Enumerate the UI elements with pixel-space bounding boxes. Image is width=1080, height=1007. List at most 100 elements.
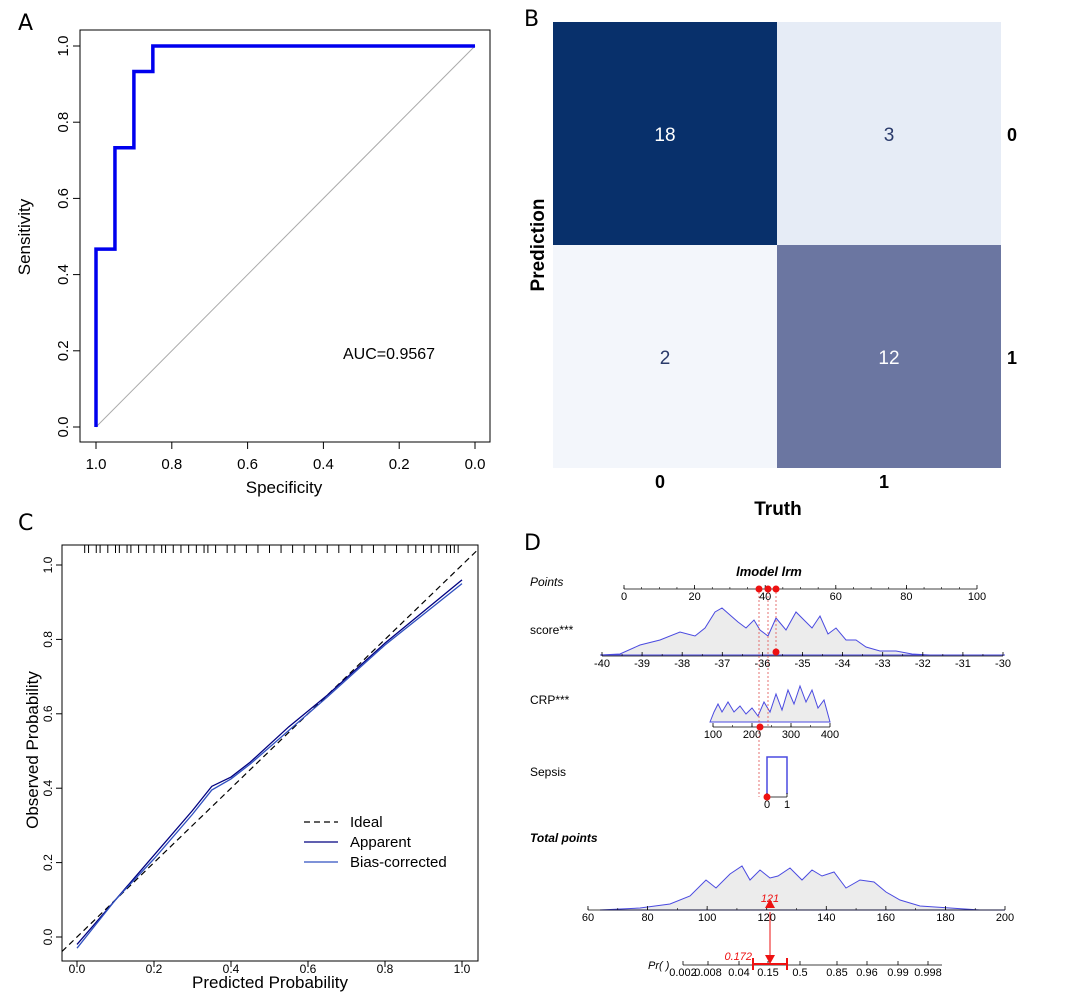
- axis-tick-label: 0: [764, 799, 770, 811]
- calibration-y-tick-label: 0.4: [41, 780, 55, 797]
- nomogram-pr-label: Pr( ): [648, 960, 670, 972]
- points-marker-1: [755, 585, 763, 593]
- panel-d-letter: D: [524, 531, 541, 556]
- cm-value-truth0-pred0: 18: [654, 125, 675, 146]
- auc-annotation: AUC=0.9567: [343, 346, 435, 363]
- calibration-y-tick-label: 0.2: [41, 854, 55, 871]
- calibration-y-tick-label: 0.6: [41, 705, 55, 722]
- nomogram-points-axis: 0 20 40 60 80 100: [621, 585, 986, 603]
- axis-tick-label: 40: [759, 591, 771, 603]
- axis-tick-label: 160: [877, 912, 895, 924]
- total-density: [599, 865, 1005, 911]
- axis-tick-label: 0.002: [669, 967, 697, 979]
- roc-y-ticks: 0.0 0.2 0.4 0.6 0.8 1.0: [55, 36, 80, 438]
- axis-tick-label: 300: [782, 729, 800, 741]
- cm-cell-truth0-pred0: [553, 22, 777, 245]
- prob-marker: [765, 955, 775, 964]
- calibration-x-tick-label: 0.4: [223, 962, 240, 976]
- axis-tick-label: 0.998: [914, 967, 942, 979]
- axis-tick-label: -37: [714, 658, 730, 670]
- axis-tick-label: 180: [936, 912, 954, 924]
- roc-y-tick-label: 0.6: [55, 188, 72, 209]
- axis-tick-label: -35: [795, 658, 811, 670]
- axis-tick-label: 0.99: [887, 967, 908, 979]
- total-value-label: 121: [761, 893, 779, 905]
- sepsis-bars: [766, 756, 788, 794]
- calibration-x-tick-label: 0.0: [69, 962, 86, 976]
- axis-tick-label: 0.04: [728, 967, 749, 979]
- axis-tick-label: 0.96: [856, 967, 877, 979]
- panel-c-letter: C: [18, 511, 33, 536]
- cm-cell-truth1-pred0: [777, 22, 1001, 245]
- roc-x-tick-label: 0.0: [465, 456, 486, 473]
- calibration-x-ticks: 0.0 0.2 0.4 0.6 0.8 1.0: [69, 961, 471, 976]
- cm-cell-truth0-pred1: [553, 245, 777, 468]
- roc-y-tick-label: 1.0: [55, 36, 72, 57]
- axis-tick-label: -33: [875, 658, 891, 670]
- cm-x-label: Truth: [754, 499, 802, 520]
- axis-tick-label: 0.15: [757, 967, 778, 979]
- roc-y-tick-label: 0.2: [55, 340, 72, 361]
- axis-tick-label: -40: [594, 658, 610, 670]
- axis-tick-label: 100: [704, 729, 722, 741]
- roc-x-tick-label: 0.2: [389, 456, 410, 473]
- total-marker: [765, 899, 775, 908]
- legend-ideal-label: Ideal: [350, 814, 383, 831]
- cm-value-truth0-pred1: 2: [660, 348, 671, 369]
- legend-bias-corrected-label: Bias-corrected: [350, 854, 447, 871]
- calibration-rug: [84, 545, 459, 553]
- points-marker-3: [772, 585, 780, 593]
- roc-y-tick-label: 0.8: [55, 112, 72, 133]
- axis-tick-label: 80: [900, 591, 912, 603]
- axis-tick-label: 60: [830, 591, 842, 603]
- axis-tick-label: 60: [582, 912, 594, 924]
- axis-tick-label: -36: [754, 658, 770, 670]
- calibration-apparent-line: [76, 579, 463, 945]
- calibration-x-tick-label: 0.6: [300, 962, 317, 976]
- nomogram-selection-guides: 121 0.172: [724, 585, 788, 970]
- axis-tick-label: 200: [996, 912, 1014, 924]
- crp-density: [709, 684, 831, 723]
- axis-tick-label: 400: [821, 729, 839, 741]
- nomogram-total-label: Total points: [530, 831, 598, 845]
- cm-x-tick-0: 0: [655, 472, 665, 492]
- cm-value-truth1-pred1: 12: [878, 348, 899, 369]
- axis-tick-label: -34: [835, 658, 851, 670]
- nomogram-score-label: score***: [530, 623, 574, 637]
- roc-y-tick-label: 0.4: [55, 264, 72, 285]
- cm-x-tick-1: 1: [879, 472, 889, 492]
- roc-diagonal: [95, 45, 476, 428]
- cm-y-tick-1: 1: [1007, 348, 1017, 368]
- prob-value-label: 0.172: [724, 951, 752, 963]
- panel-d-nomogram: lmodel lrm Points 0 20 40 60 80 100 score*** …: [530, 564, 1014, 979]
- calibration-plot-frame: [61, 544, 479, 962]
- sepsis-marker: [763, 793, 771, 801]
- roc-curve: [94, 44, 475, 427]
- axis-tick-label: -30: [995, 658, 1011, 670]
- axis-tick-label: -32: [915, 658, 931, 670]
- calibration-legend: Ideal Apparent Bias-corrected: [304, 814, 447, 871]
- axis-tick-label: 0.5: [792, 967, 807, 979]
- calibration-bias-corrected-line: [76, 583, 463, 949]
- axis-tick-label: 80: [641, 912, 653, 924]
- roc-x-tick-label: 0.8: [161, 456, 182, 473]
- score-marker: [772, 648, 780, 656]
- cm-y-label: Prediction: [528, 199, 549, 292]
- axis-tick-label: 0: [621, 591, 627, 603]
- legend-apparent-label: Apparent: [350, 834, 412, 851]
- calibration-y-ticks: 0.0 0.2 0.4 0.6 0.8 1.0: [41, 556, 62, 945]
- roc-x-tick-label: 1.0: [86, 456, 107, 473]
- roc-y-tick-label: 0.0: [55, 417, 72, 438]
- calibration-ideal-line: [61, 549, 479, 952]
- axis-tick-label: -39: [634, 658, 650, 670]
- calibration-x-tick-label: 1.0: [454, 962, 471, 976]
- panel-a-letter: A: [18, 11, 33, 36]
- calibration-x-tick-label: 0.8: [377, 962, 394, 976]
- panel-b-letter: B: [524, 7, 539, 32]
- calibration-y-label: Observed Probability: [23, 671, 42, 829]
- calibration-y-tick-label: 0.8: [41, 631, 55, 648]
- nomogram-score-axis: -40 -39 -38 -37 -36 -35 -34 -33 -32 -31 -30: [594, 652, 1011, 670]
- roc-x-tick-label: 0.4: [313, 456, 334, 473]
- calibration-x-label: Predicted Probability: [192, 973, 348, 992]
